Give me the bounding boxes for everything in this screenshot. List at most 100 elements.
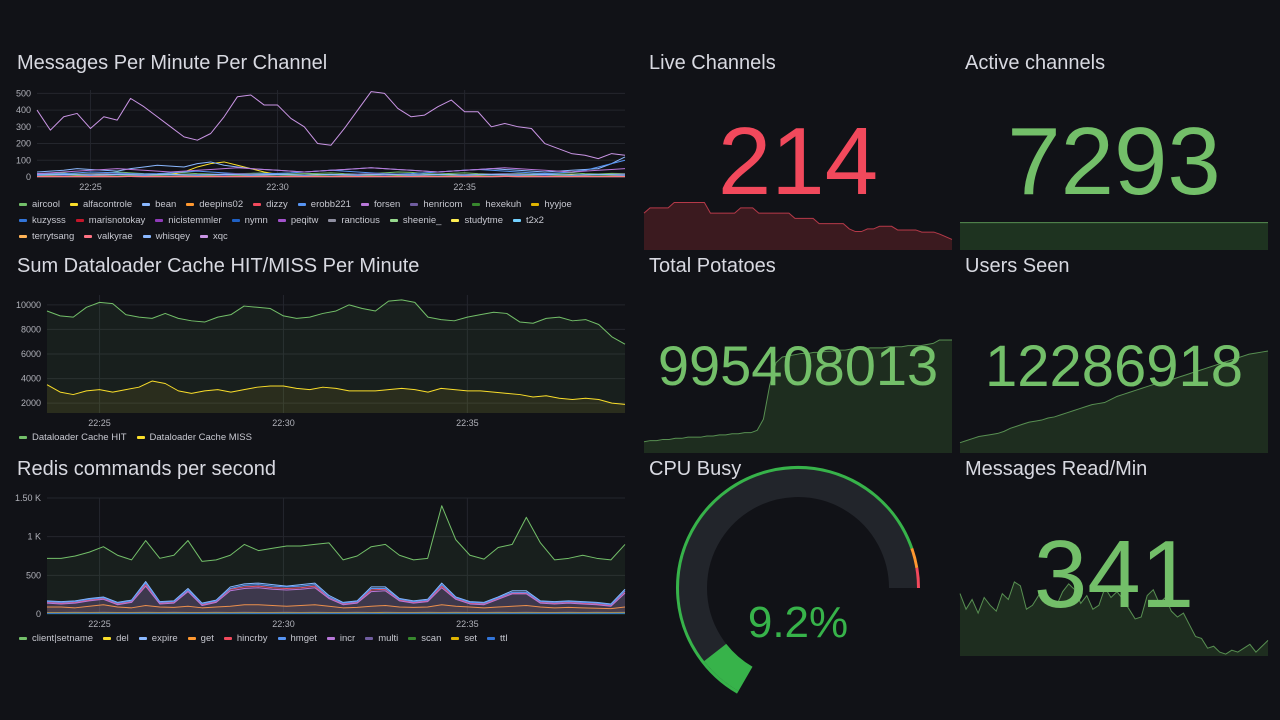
legend-item[interactable]: hmget (277, 631, 317, 647)
legend-item[interactable]: hyyjoe (531, 197, 572, 213)
x-tick-label: 22:30 (272, 418, 295, 428)
gauge-threshold-orange (909, 547, 919, 569)
legend-item[interactable]: dizzy (253, 197, 288, 213)
stat-messages-read: Messages Read/Min 341 (959, 458, 1269, 658)
legend-item[interactable]: client|setname (19, 631, 93, 647)
sparkline-line (959, 581, 1269, 655)
series-line-dataloader-cache-hit[interactable] (46, 299, 626, 345)
panel-redis: Redis commands per second 0 500 1 K 1.50 K 2… (15, 458, 627, 653)
legend-item[interactable]: ttl (487, 631, 507, 647)
series-line-client-setname[interactable] (47, 505, 626, 562)
y-tick-label: 200 (16, 139, 31, 149)
legend-swatch (19, 636, 27, 640)
sparkline-area (960, 581, 1268, 656)
legend-swatch (253, 202, 262, 206)
stat-title: CPU Busy (649, 458, 742, 480)
legend-item[interactable]: kuzysss (19, 213, 66, 229)
sparkline-line (643, 339, 952, 443)
legend-label: kuzysss (32, 215, 66, 226)
stat-value: 214 (717, 108, 879, 215)
sparkline-line (643, 202, 953, 240)
legend-item[interactable]: sheenie_ (389, 213, 441, 229)
legend-item[interactable]: nymn (231, 213, 268, 229)
stat-value: 9.2% (747, 598, 849, 647)
legend-swatch (297, 202, 306, 206)
sparkline-area (960, 351, 1268, 453)
gauge-track (679, 469, 917, 692)
panel-dataloader: Sum Dataloader Cache HIT/MISS Per Minute… (16, 255, 627, 450)
series-line-incr[interactable] (46, 585, 626, 607)
legend-item[interactable]: henricom (410, 197, 462, 213)
legend-swatch (19, 435, 27, 439)
legend-item[interactable]: alfacontrole (70, 197, 132, 213)
legend-label: peqitw (290, 215, 319, 226)
series-line-xqc[interactable] (36, 91, 626, 160)
stat-title: Total Potatoes (649, 255, 776, 277)
legend-swatch (451, 636, 460, 640)
legend-item[interactable]: erobb221 (297, 197, 351, 213)
legend-item[interactable]: expire (138, 631, 178, 647)
series-area (47, 584, 625, 614)
legend-item[interactable]: hincrby (223, 631, 268, 647)
legend-item[interactable]: set (451, 631, 477, 647)
sparkline (959, 350, 1269, 453)
legend-item[interactable]: aircool (19, 197, 60, 213)
chart-messages: 0 100 200 300 400 500 22:25 22:30 22:35 (16, 88, 626, 192)
series-line-hmget[interactable] (46, 582, 626, 606)
legend-item[interactable]: nicistemmler (155, 213, 222, 229)
legend-item[interactable]: valkyrae (84, 229, 133, 245)
sparkline (643, 202, 953, 250)
series-line-forsen[interactable] (36, 167, 626, 175)
legend-item[interactable]: peqitw (277, 213, 319, 229)
legend-item[interactable]: del (103, 631, 129, 647)
chart-dataloader: 2000 4000 6000 8000 10000 22:25 22:30 22:35 (16, 295, 626, 428)
series-line-whisqey[interactable] (36, 173, 626, 176)
legend-label: hyyjoe (544, 199, 572, 210)
legend-swatch (84, 234, 93, 238)
legend-item[interactable]: hexekuh (472, 197, 521, 213)
legend-label: Dataloader Cache HIT (32, 432, 127, 443)
legend-item[interactable]: deepins02 (186, 197, 243, 213)
legend-item[interactable]: scan (408, 631, 441, 647)
legend-label: client|setname (32, 633, 94, 644)
legend-item[interactable]: t2x2 (512, 213, 544, 229)
legend-item[interactable]: Dataloader Cache MISS (136, 430, 252, 446)
legend-item[interactable]: ranctious (328, 213, 380, 229)
legend-item[interactable]: get (187, 631, 214, 647)
legend-item[interactable]: bean (142, 197, 176, 213)
series-line-hincrby[interactable] (46, 584, 626, 606)
legend-label: aircool (32, 199, 60, 210)
legend-item[interactable]: forsen (360, 197, 400, 213)
sparkline (959, 581, 1269, 656)
legend-item[interactable]: Dataloader Cache HIT (19, 430, 127, 446)
series-line-dataloader-cache-miss[interactable] (46, 380, 626, 405)
legend-label: del (116, 633, 129, 644)
y-tick-label: 0 (36, 609, 41, 619)
legend-item[interactable]: xqc (199, 229, 228, 245)
series-area (47, 299, 625, 413)
legend-label: marisnotokay (88, 215, 146, 226)
legend-item[interactable]: studytme (451, 213, 503, 229)
legend-label: erobb221 (310, 199, 351, 210)
legend-swatch (223, 636, 232, 640)
y-tick-label: 2000 (21, 398, 41, 408)
legend-item[interactable]: multi (365, 631, 398, 647)
stat-cpu-busy: CPU Busy 9.2% (644, 458, 952, 694)
series-line-get[interactable] (47, 604, 626, 610)
legend-label: ranctious (341, 215, 380, 226)
legend-item[interactable]: terrytsang (19, 229, 74, 245)
legend-label: henricom (423, 199, 463, 210)
legend-item[interactable]: marisnotokay (75, 213, 146, 229)
panel-messages-per-minute: Messages Per Minute Per Channel 0 100 200 3… (16, 52, 627, 247)
series-line-expire[interactable] (46, 581, 626, 605)
legend-swatch (328, 218, 337, 222)
legend-swatch (277, 218, 286, 222)
y-tick-label: 8000 (21, 324, 41, 334)
stat-value: 12286918 (984, 334, 1244, 399)
legend-item[interactable]: whisqey (142, 229, 190, 245)
legend-item[interactable]: incr (326, 631, 355, 647)
legend-label: xqc (212, 231, 228, 242)
legend-swatch (451, 218, 460, 222)
legend-swatch (186, 202, 195, 206)
chart-redis: 0 500 1 K 1.50 K 22:25 22:30 22:35 (15, 493, 626, 629)
